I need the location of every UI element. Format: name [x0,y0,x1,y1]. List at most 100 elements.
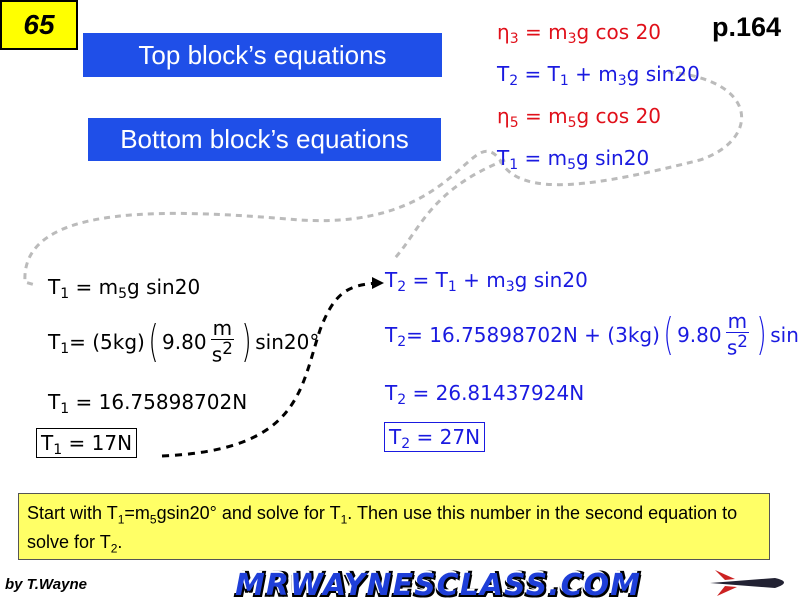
subscript: 1 [447,279,457,295]
segments: T1 [48,329,70,357]
subscript: 3 [567,31,577,47]
slide-number: 65 [0,0,78,50]
text: gsin20° and solve for T [156,503,341,523]
subscript: 1 [60,286,70,302]
equation: T2 = T1 + m3g sin20 [385,268,588,295]
text: = T [406,268,448,292]
text: s [726,335,738,360]
equation: η3 = m3g cos 20 [497,20,662,47]
text: = 16.75898702N [69,390,248,414]
segments: η5 = m5g cos 20 [497,104,662,131]
text: Start with T [27,503,118,523]
equation: T2 = 16.75898702N + (3kg) ( 9.80 m s2 ) s… [385,311,800,359]
subscript: 2 [397,279,407,295]
text: . [117,531,123,552]
text: sin20° [255,329,320,354]
subscript: 3 [617,73,627,89]
author: by T.Wayne [5,576,87,593]
segments: T2 = T1 + m3g sin20 [497,62,700,89]
segments: T2 [385,323,407,350]
segments: η3 = m3g cos 20 [497,20,662,47]
text: + m [456,268,506,292]
text: = m [518,20,568,44]
text: =m [124,503,150,523]
text: T [48,390,61,414]
text: s [211,342,223,367]
text: = 17N [62,431,133,455]
text: . Then use this number in the second equ… [27,503,738,552]
subscript: 1 [53,442,63,458]
text: 9.80 [162,329,207,354]
text: sin2 [770,322,800,347]
arrow-down-left [23,70,744,287]
answer: T2 = 27N [384,422,486,452]
segments: T2 = T1 + m3g sin20 [385,268,588,295]
text: T [497,146,510,170]
equation: T1 = 16.75898702N [48,390,248,417]
subscript: 1 [340,512,348,527]
text: = m [518,104,568,128]
button[interactable]: Bottom block’s equations [88,118,441,161]
segments: T2 = 26.81437924N [385,381,585,408]
text: + m [568,62,618,86]
text: T [497,62,510,86]
text: 9.80 [677,322,722,347]
subscript: 2 [110,541,118,556]
segments: T2 = 27N [389,425,481,452]
text: g sin20 [626,62,700,86]
text: T [48,329,61,354]
text: g cos 20 [576,104,662,128]
equation: T1 = (5kg) ( 9.80 m s2 ) sin20° [48,318,319,366]
subscript: 3 [509,31,519,47]
subscript: 1 [509,157,519,173]
numerator: m [210,316,235,340]
subscript: 2 [397,392,407,408]
fraction: m s2 [725,309,750,359]
equation: T1 = m5g sin20 [497,146,649,173]
segments: T1 = 17N [41,431,133,458]
paren: ) [241,315,252,367]
segments: T1 = m5g sin20 [497,146,649,173]
site-logo[interactable]: MRWAYNESCLASS.COM [235,568,641,600]
subscript: 1 [60,340,70,357]
subscript: 1 [60,401,70,417]
text: = 16.75898702N + (3kg) [406,322,660,347]
text: g sin20 [514,268,588,292]
text: = 26.81437924N [406,381,585,405]
text: = 27N [410,425,481,449]
text: g cos 20 [576,20,662,44]
superscript: 2 [222,339,233,358]
text: T [385,268,398,292]
text: T [48,275,61,299]
text: = (5kg) [69,329,145,354]
button[interactable]: Top block’s equations [83,33,442,77]
paren: ( [148,315,159,367]
subscript: 2 [397,333,407,350]
segments: T1 = m5g sin20 [48,275,201,302]
page-ref: p.164 [712,12,782,42]
subscript: 5 [149,512,157,527]
subscript: 1 [117,512,125,527]
text: g sin20 [127,275,201,299]
paren: ( [663,308,674,360]
text: = T [518,62,560,86]
denominator: s2 [727,333,748,359]
numerator: m [725,309,750,333]
subscript: 2 [509,73,519,89]
text: η [497,20,510,44]
arrow-down-right [393,158,506,259]
text: = m [518,146,568,170]
text: η [497,104,510,128]
subscript: 5 [567,115,577,131]
fraction: m s2 [210,316,235,366]
arrow-connect [161,281,379,458]
subscript: 5 [118,286,128,302]
equation: T1 = m5g sin20 [48,275,201,302]
subscript: 5 [509,115,519,131]
segments: Start with T1=m5gsin20° and solve for T1… [27,503,738,556]
denominator: s2 [212,340,233,366]
subscript: 2 [401,436,411,452]
rocket-icon [710,570,784,596]
